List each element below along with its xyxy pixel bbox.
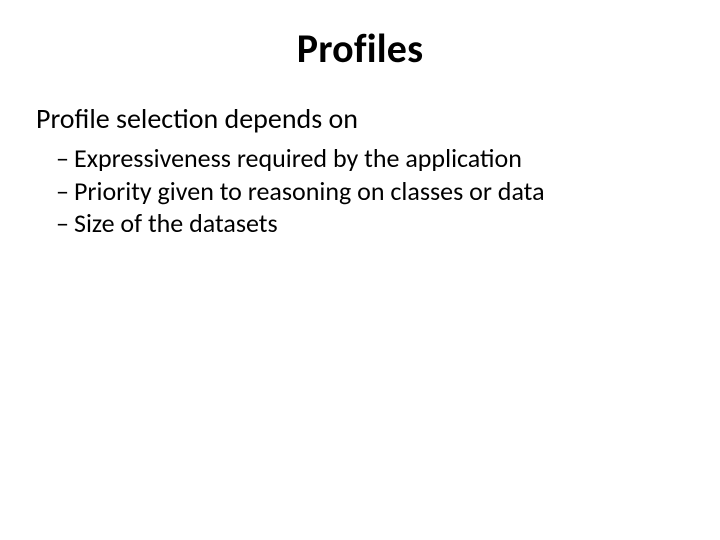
bullet-item: Expressiveness required by the applicati… <box>56 142 690 175</box>
slide-body: Profile selection depends on Expressiven… <box>0 73 720 240</box>
lead-text: Profile selection depends on <box>36 101 690 136</box>
slide-title: Profiles <box>0 0 720 73</box>
bullet-list: Expressiveness required by the applicati… <box>36 142 690 240</box>
bullet-item: Priority given to reasoning on classes o… <box>56 175 690 208</box>
slide: Profiles Profile selection depends on Ex… <box>0 0 720 540</box>
bullet-item: Size of the datasets <box>56 207 690 240</box>
